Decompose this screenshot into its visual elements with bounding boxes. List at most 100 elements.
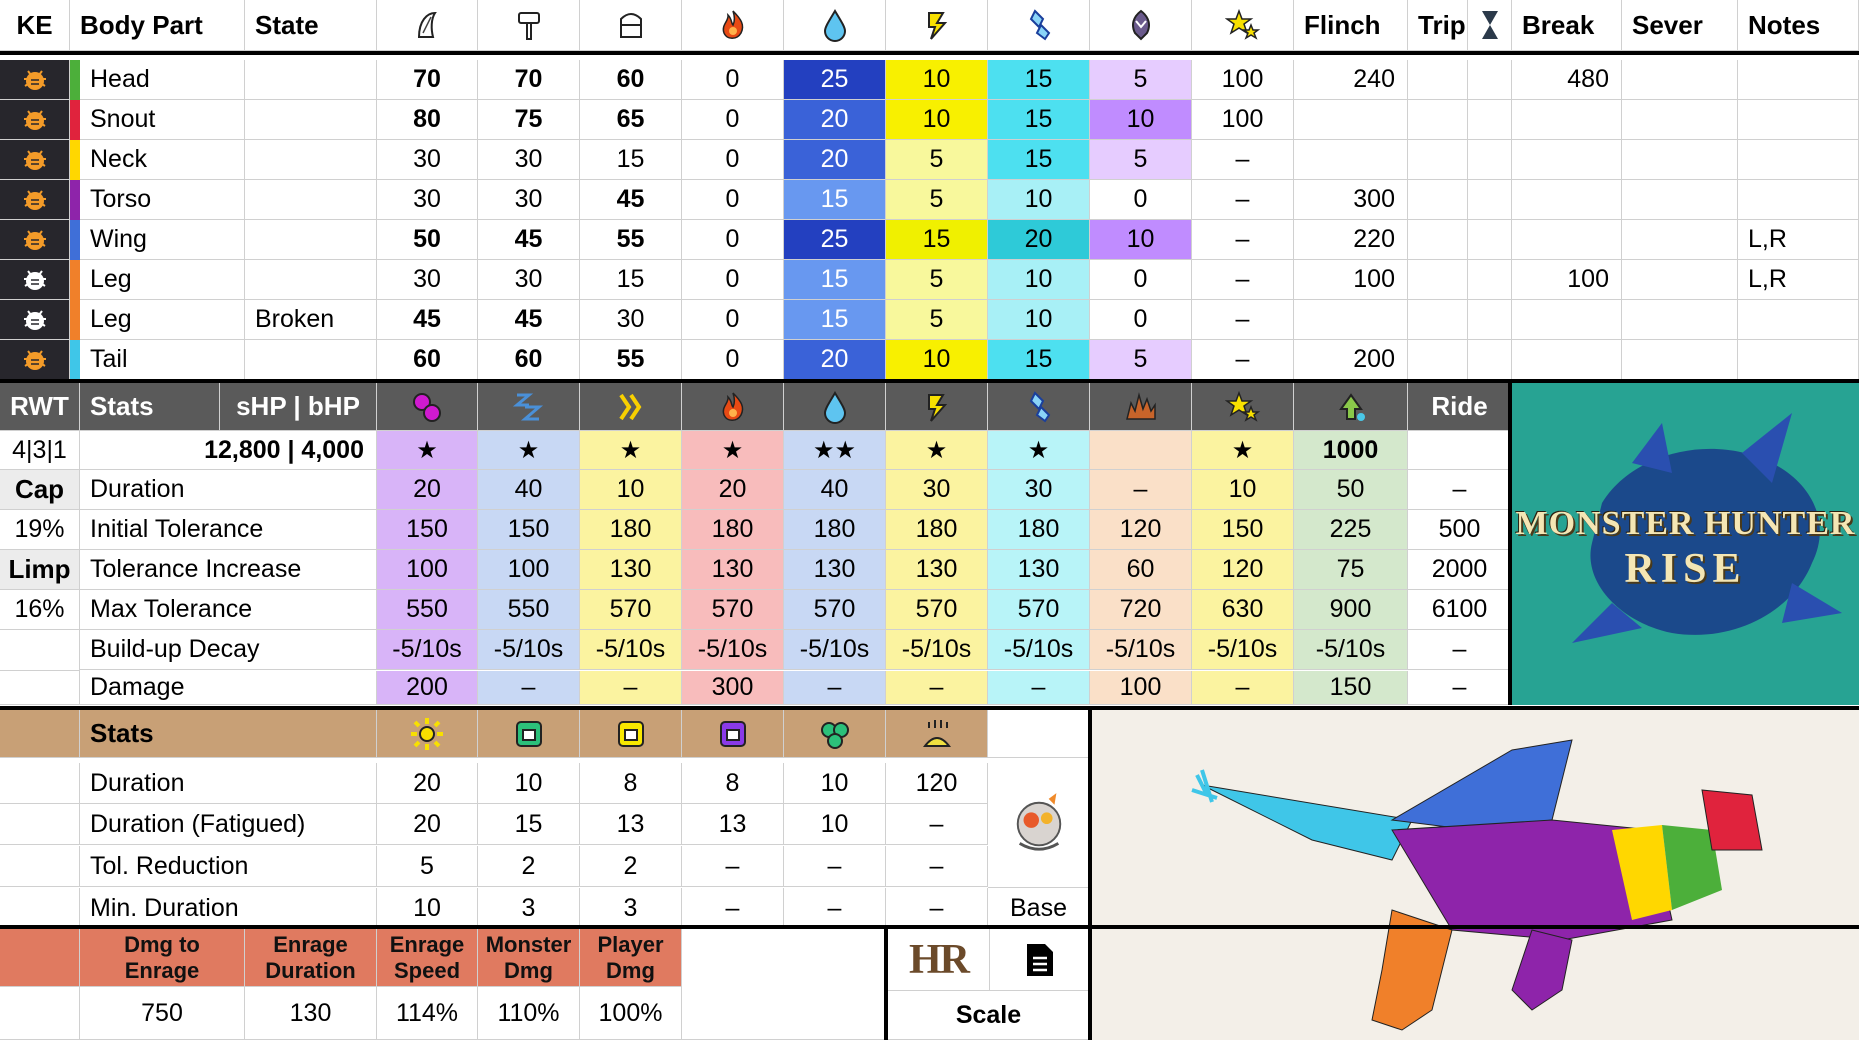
status-value: 900	[1294, 590, 1408, 630]
hz-shot: 15	[580, 140, 682, 180]
trap-value: 15	[478, 804, 580, 845]
sever-value	[1622, 220, 1738, 260]
status-value: -5/10s	[682, 630, 784, 670]
status-row-label: Initial Tolerance	[80, 510, 377, 550]
break-value	[1512, 180, 1622, 220]
part-name: Neck	[80, 140, 245, 180]
status-value: 20	[377, 470, 478, 510]
section-divider	[884, 925, 888, 1040]
monster-hunter-rise-logo: MONSTER HUNTER RISE	[1512, 383, 1859, 705]
shot-icon	[619, 13, 642, 38]
hz-water: 25	[784, 60, 886, 100]
trip-value	[1408, 60, 1468, 100]
status-value: –	[1090, 470, 1192, 510]
part-color-swatch	[70, 60, 80, 100]
part-color-swatch	[70, 300, 80, 340]
water-blight-icon	[823, 390, 846, 424]
ke-bug-icon	[0, 140, 70, 180]
hz-ice: 15	[988, 140, 1090, 180]
status-value: 570	[682, 590, 784, 630]
enrage-header-line: Enrage	[124, 957, 200, 983]
hourglass-icon	[1468, 0, 1512, 51]
part-name: Torso	[80, 180, 245, 220]
trap-header-pitfall-trap-icon	[580, 710, 682, 758]
sever-value	[1622, 100, 1738, 140]
empty-cell	[0, 987, 80, 1040]
hz-ice: 15	[988, 100, 1090, 140]
hz-blunt: 30	[478, 140, 580, 180]
enrage-value: 750	[80, 987, 245, 1040]
trap-value: –	[886, 804, 988, 845]
base-label: Base	[988, 888, 1090, 929]
status-value: –	[988, 671, 1090, 705]
header-stun-icon	[1192, 0, 1294, 51]
hz-water: 20	[784, 100, 886, 140]
hz-dragon: 0	[1090, 180, 1192, 220]
status-value: 225	[1294, 510, 1408, 550]
status-value: 150	[478, 510, 580, 550]
status-value: 150	[1294, 671, 1408, 705]
part-color-swatch	[70, 260, 80, 300]
status-value: -5/10s	[377, 630, 478, 670]
notes-value: L,R	[1738, 220, 1859, 260]
status-value: 570	[988, 590, 1090, 630]
status-value: 180	[988, 510, 1090, 550]
break-value	[1512, 340, 1622, 380]
trap-header-tranq-icon	[784, 710, 886, 758]
hz-blunt: 45	[478, 220, 580, 260]
section-divider	[0, 925, 1859, 929]
sever-value	[1622, 60, 1738, 100]
part-state: Broken	[245, 300, 377, 340]
header-notes: Notes	[1738, 0, 1859, 51]
part-color-swatch	[70, 140, 80, 180]
status-value: 180	[886, 510, 988, 550]
header-ke: KE	[0, 0, 70, 51]
hz-water: 25	[784, 220, 886, 260]
notes-value	[1738, 180, 1859, 220]
section-divider	[1088, 706, 1092, 1040]
hz-stun: –	[1192, 300, 1294, 340]
sever-value	[1622, 260, 1738, 300]
notes-value	[1738, 140, 1859, 180]
notes-value	[1738, 340, 1859, 380]
limp-value: 16%	[0, 590, 80, 630]
status-value: 130	[580, 550, 682, 590]
rwt-value: 4|3|1	[0, 431, 80, 470]
sever-value	[1622, 180, 1738, 220]
buddy-avatar-icon	[988, 763, 1090, 888]
trap-value: 20	[377, 804, 478, 845]
trip-value	[1408, 340, 1468, 380]
hz-ice: 15	[988, 60, 1090, 100]
enrage-header: Enrage Speed	[377, 929, 478, 987]
status-value: -5/10s	[478, 630, 580, 670]
blast-icon	[1125, 391, 1156, 420]
blunt-icon	[517, 12, 540, 40]
hz-sever: 30	[377, 180, 478, 220]
rwt-label: RWT	[0, 383, 80, 431]
enrage-value: 114%	[377, 987, 478, 1040]
hz-sever: 45	[377, 300, 478, 340]
hz-dragon: 10	[1090, 100, 1192, 140]
header-ice-icon	[988, 0, 1090, 51]
hz-dragon: 10	[1090, 220, 1192, 260]
fire-icon	[722, 10, 743, 39]
flinch-value: 220	[1294, 220, 1408, 260]
flinch-value	[1294, 100, 1408, 140]
hz-blunt: 70	[478, 60, 580, 100]
hz-sever: 70	[377, 60, 478, 100]
enrage-header-blank	[0, 929, 80, 987]
status-header-sleep-icon	[478, 383, 580, 431]
water-icon	[823, 9, 846, 42]
poison-icon	[413, 392, 441, 422]
part-color-swatch	[70, 100, 80, 140]
status-value: 30	[988, 470, 1090, 510]
status-value: 570	[580, 590, 682, 630]
status-value: -5/10s	[580, 630, 682, 670]
trap-header-shock-trap-icon	[478, 710, 580, 758]
hz-stun: –	[1192, 260, 1294, 300]
status-value: 50	[1294, 470, 1408, 510]
enrage-header-line: Speed	[393, 957, 461, 983]
status-star-rating: ★	[682, 431, 784, 470]
status-value: –	[886, 671, 988, 705]
